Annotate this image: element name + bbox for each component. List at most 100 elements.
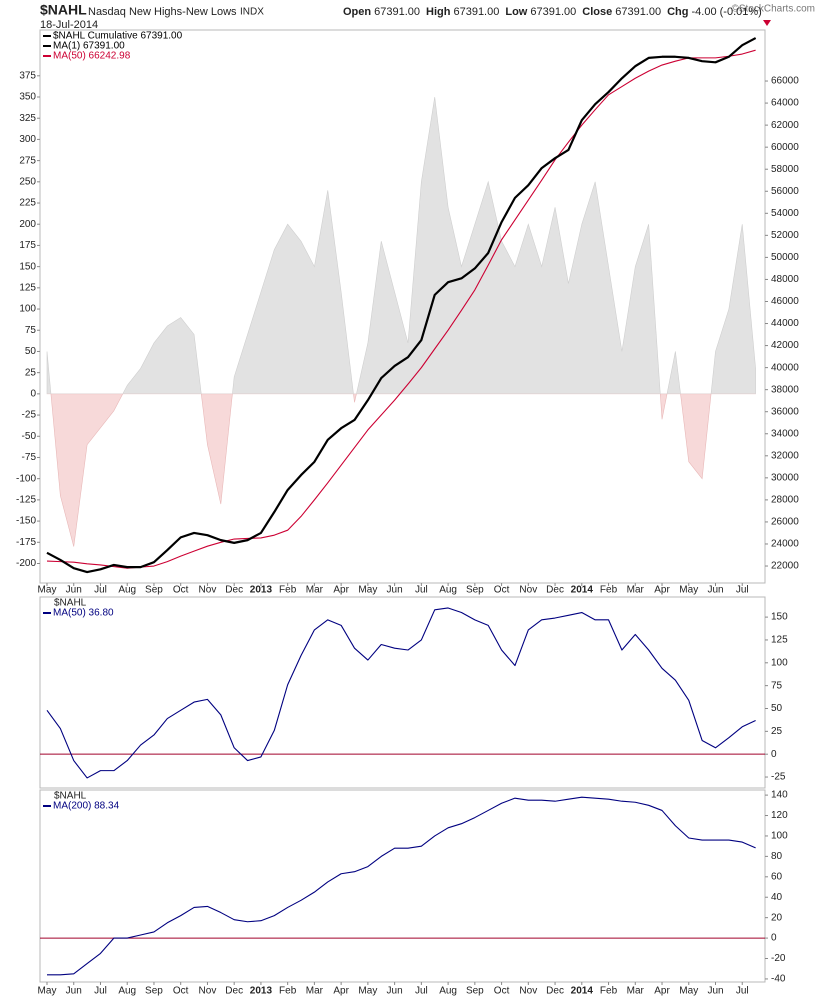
y-tick-label: -150: [16, 516, 36, 527]
y2-tick-label: 30000: [771, 472, 799, 483]
x-tick-label: Jul: [94, 585, 107, 596]
x-tick-label: Nov: [519, 986, 537, 997]
x-tick-label: May: [38, 585, 57, 596]
x-tick-label: Dec: [225, 585, 243, 596]
series-line: [46, 37, 757, 574]
y-tick-label: 50: [771, 703, 783, 714]
y2-tick-label: 46000: [771, 296, 799, 307]
y-tick-label: 375: [19, 70, 36, 81]
y-tick-label: 80: [771, 851, 783, 862]
y2-tick-label: 56000: [771, 186, 799, 197]
x-tick-label: Jul: [415, 585, 428, 596]
date: 18-Jul-2014: [40, 19, 98, 31]
x-tick-label: Nov: [199, 585, 217, 596]
x-tick-label: Jul: [94, 986, 107, 997]
panel-frame: [39, 789, 766, 983]
x-tick-label: Feb: [600, 986, 618, 997]
quote-label: High: [426, 6, 451, 18]
y-tick-label: 100: [771, 657, 788, 668]
x-tick-label: Apr: [654, 585, 670, 596]
y-tick-label: 125: [19, 282, 36, 293]
x-tick-label: 2013: [250, 986, 273, 997]
series-line: [47, 796, 756, 976]
quote-value: 67391.00: [374, 6, 420, 18]
y2-tick-label: 48000: [771, 274, 799, 285]
symbol: $NAHL: [40, 2, 87, 18]
x-tick-label: Sep: [145, 585, 163, 596]
y2-tick-label: 62000: [771, 120, 799, 131]
x-tick-label: Jun: [387, 986, 403, 997]
y2-tick-label: 58000: [771, 164, 799, 175]
y2-tick-label: 64000: [771, 98, 799, 109]
legend-label: $NAHL Cumulative 67391.00: [53, 31, 183, 42]
x-tick-label: Feb: [279, 986, 297, 997]
x-tick-label: Apr: [333, 986, 349, 997]
copyright: ©StockCharts.com: [731, 4, 815, 15]
x-tick-label: Nov: [519, 585, 537, 596]
panel-label: $NAHL: [54, 791, 87, 802]
y-tick-label: 0: [771, 933, 777, 944]
y-tick-label: -40: [771, 974, 786, 985]
y-tick-label: 25: [25, 367, 37, 378]
x-tick-label: Sep: [145, 986, 163, 997]
y-tick-label: 150: [771, 612, 788, 623]
y-tick-label: 25: [771, 726, 783, 737]
x-tick-label: Dec: [546, 986, 564, 997]
y-tick-label: 0: [30, 389, 36, 400]
x-tick-label: Jun: [66, 986, 82, 997]
x-tick-label: Dec: [546, 585, 564, 596]
y-tick-label: 75: [25, 325, 37, 336]
y2-tick-label: 26000: [771, 517, 799, 528]
x-tick-label: Jul: [415, 986, 428, 997]
x-tick-label: Apr: [333, 585, 349, 596]
security-name: Nasdaq New Highs-New Lows: [88, 6, 237, 18]
area-negative: [46, 393, 756, 547]
y-tick-label: 50: [25, 346, 37, 357]
y2-tick-label: 42000: [771, 340, 799, 351]
y-tick-label: 300: [19, 134, 36, 145]
y-tick-label: -25: [771, 772, 786, 783]
x-tick-label: Feb: [279, 585, 297, 596]
x-tick-label: May: [679, 986, 698, 997]
y2-tick-label: 44000: [771, 318, 799, 329]
quote-value: -4.00 (-0.01%): [692, 6, 762, 18]
x-tick-label: Mar: [627, 585, 645, 596]
y-tick-label: -125: [16, 495, 36, 506]
y-tick-label: 100: [771, 831, 788, 842]
x-tick-label: May: [679, 585, 698, 596]
y-tick-label: 175: [19, 240, 36, 251]
exchange: INDX: [240, 7, 264, 18]
x-tick-label: Oct: [173, 585, 189, 596]
y2-tick-label: 32000: [771, 450, 799, 461]
x-tick-label: Jun: [707, 986, 723, 997]
y-tick-label: -75: [22, 452, 37, 463]
y-tick-label: 60: [771, 871, 783, 882]
y2-tick-label: 28000: [771, 495, 799, 506]
x-tick-label: Oct: [494, 986, 510, 997]
x-tick-label: Mar: [306, 585, 324, 596]
y-tick-label: 0: [771, 749, 777, 760]
panel-frame: [39, 29, 766, 584]
x-tick-label: May: [358, 986, 377, 997]
legend-label: MA(50) 66242.98: [53, 51, 131, 62]
x-tick-label: 2013: [250, 585, 273, 596]
y-tick-label: 75: [771, 680, 783, 691]
y-tick-label: 225: [19, 198, 36, 209]
legend-label: MA(1) 67391.00: [53, 41, 125, 52]
x-tick-label: Jul: [736, 585, 749, 596]
quote-label: Chg: [667, 6, 688, 18]
x-tick-label: Nov: [199, 986, 217, 997]
x-tick-label: Mar: [627, 986, 645, 997]
x-tick-label: 2014: [571, 585, 594, 596]
y-tick-label: 350: [19, 92, 36, 103]
y-tick-label: -25: [22, 410, 37, 421]
legend-label: MA(50) 36.80: [53, 608, 114, 619]
y-tick-label: -50: [22, 431, 37, 442]
area-positive: [46, 96, 756, 394]
x-tick-label: Jul: [736, 986, 749, 997]
down-arrow: [763, 20, 771, 26]
quote-value: 67391.00: [530, 6, 576, 18]
panel-frame: [39, 596, 766, 789]
x-tick-label: Dec: [225, 986, 243, 997]
legend-label: MA(200) 88.34: [53, 801, 120, 812]
